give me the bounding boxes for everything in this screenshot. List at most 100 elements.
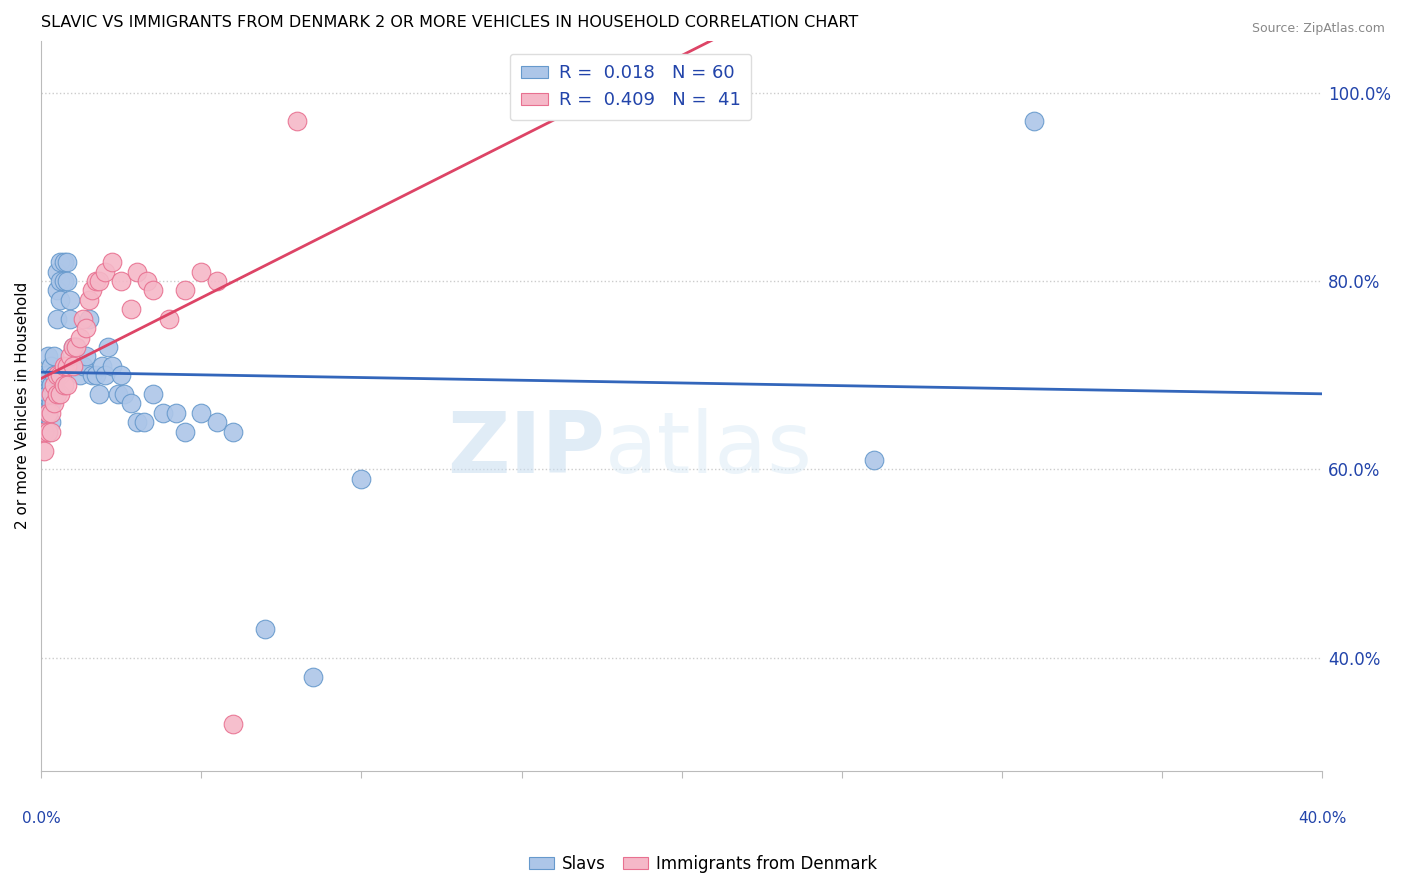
Point: [142, 387, 165, 401]
Point: [49, 293, 72, 307]
Point: [254, 623, 277, 637]
Point: [46, 311, 69, 326]
Point: [110, 368, 132, 383]
Point: [37, 368, 59, 383]
Point: [152, 406, 174, 420]
Point: [55, 359, 77, 373]
Point: [84, 368, 107, 383]
Point: [112, 387, 135, 401]
Point: [52, 255, 75, 269]
Point: [207, 274, 229, 288]
Point: [49, 387, 72, 401]
Point: [127, 415, 149, 429]
Point: [42, 350, 65, 364]
Point: [49, 274, 72, 288]
Point: [91, 359, 114, 373]
Point: [42, 396, 65, 410]
Point: [49, 368, 72, 383]
Point: [77, 311, 100, 326]
Point: [110, 274, 132, 288]
Point: [77, 293, 100, 307]
Text: ZIP: ZIP: [447, 408, 605, 491]
Point: [72, 359, 94, 373]
Point: [82, 284, 104, 298]
Point: [120, 396, 142, 410]
Point: [69, 330, 91, 344]
Point: [190, 406, 212, 420]
Point: [39, 425, 62, 439]
Point: [49, 255, 72, 269]
Point: [302, 669, 325, 683]
Point: [62, 340, 84, 354]
Point: [39, 406, 62, 420]
Point: [127, 264, 149, 278]
Point: [37, 406, 59, 420]
Point: [42, 377, 65, 392]
Point: [350, 472, 373, 486]
Point: [62, 359, 84, 373]
Point: [34, 443, 56, 458]
Point: [59, 350, 82, 364]
Point: [107, 387, 129, 401]
Point: [37, 387, 59, 401]
Point: [222, 425, 245, 439]
Point: [287, 114, 309, 128]
Point: [84, 274, 107, 288]
Point: [52, 359, 75, 373]
Point: [82, 368, 104, 383]
Point: [65, 359, 87, 373]
Point: [34, 406, 56, 420]
Point: [100, 255, 122, 269]
Legend: Slavs, Immigrants from Denmark: Slavs, Immigrants from Denmark: [522, 848, 884, 880]
Point: [1024, 114, 1046, 128]
Text: atlas: atlas: [605, 408, 813, 491]
Point: [42, 368, 65, 383]
Point: [142, 284, 165, 298]
Point: [46, 284, 69, 298]
Text: Source: ZipAtlas.com: Source: ZipAtlas.com: [1251, 22, 1385, 36]
Point: [39, 396, 62, 410]
Point: [97, 340, 120, 354]
Text: 40.0%: 40.0%: [1298, 811, 1347, 826]
Point: [863, 453, 886, 467]
Point: [165, 406, 187, 420]
Point: [100, 359, 122, 373]
Point: [59, 293, 82, 307]
Point: [135, 274, 157, 288]
Point: [39, 377, 62, 392]
Point: [37, 406, 59, 420]
Point: [52, 274, 75, 288]
Point: [75, 321, 97, 335]
Point: [55, 377, 77, 392]
Point: [174, 284, 197, 298]
Point: [222, 716, 245, 731]
Point: [94, 368, 117, 383]
Point: [62, 359, 84, 373]
Point: [39, 359, 62, 373]
Point: [37, 425, 59, 439]
Point: [132, 415, 155, 429]
Point: [65, 340, 87, 354]
Point: [62, 340, 84, 354]
Text: SLAVIC VS IMMIGRANTS FROM DENMARK 2 OR MORE VEHICLES IN HOUSEHOLD CORRELATION CH: SLAVIC VS IMMIGRANTS FROM DENMARK 2 OR M…: [41, 15, 858, 30]
Point: [34, 368, 56, 383]
Point: [37, 350, 59, 364]
Point: [39, 415, 62, 429]
Point: [37, 425, 59, 439]
Point: [52, 377, 75, 392]
Text: 0.0%: 0.0%: [21, 811, 60, 826]
Point: [42, 387, 65, 401]
Point: [190, 264, 212, 278]
Point: [207, 415, 229, 429]
Point: [87, 274, 110, 288]
Point: [87, 387, 110, 401]
Point: [65, 340, 87, 354]
Point: [75, 350, 97, 364]
Point: [120, 302, 142, 317]
Point: [174, 425, 197, 439]
Point: [69, 368, 91, 383]
Point: [59, 311, 82, 326]
Point: [34, 425, 56, 439]
Point: [34, 387, 56, 401]
Point: [46, 368, 69, 383]
